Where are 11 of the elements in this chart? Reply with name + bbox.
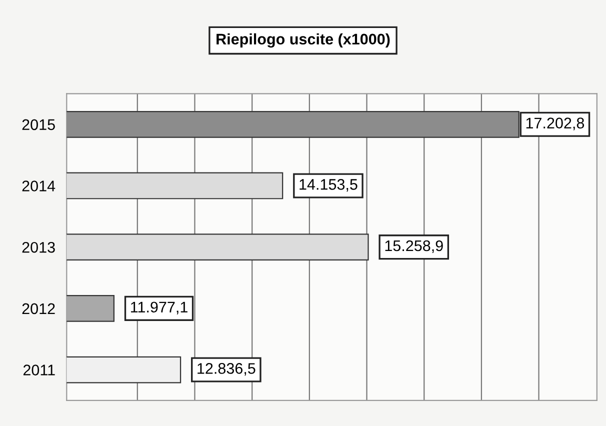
- y-tick-label: 2014: [22, 180, 56, 192]
- y-tick-label: 2012: [22, 303, 55, 314]
- chart-title: Riepilogo uscite (x1000): [216, 33, 390, 48]
- y-tick-label: 2011: [23, 364, 55, 376]
- data-label: 14.153,5: [300, 179, 358, 192]
- data-label: 12.836,5: [198, 363, 256, 376]
- data-label: 11.977,1: [131, 302, 188, 314]
- y-tick-label: 2013: [22, 242, 55, 253]
- data-label: 15.258,9: [385, 240, 443, 253]
- y-tick-label: 2015: [22, 119, 55, 130]
- data-label: 17.202,8: [526, 118, 584, 130]
